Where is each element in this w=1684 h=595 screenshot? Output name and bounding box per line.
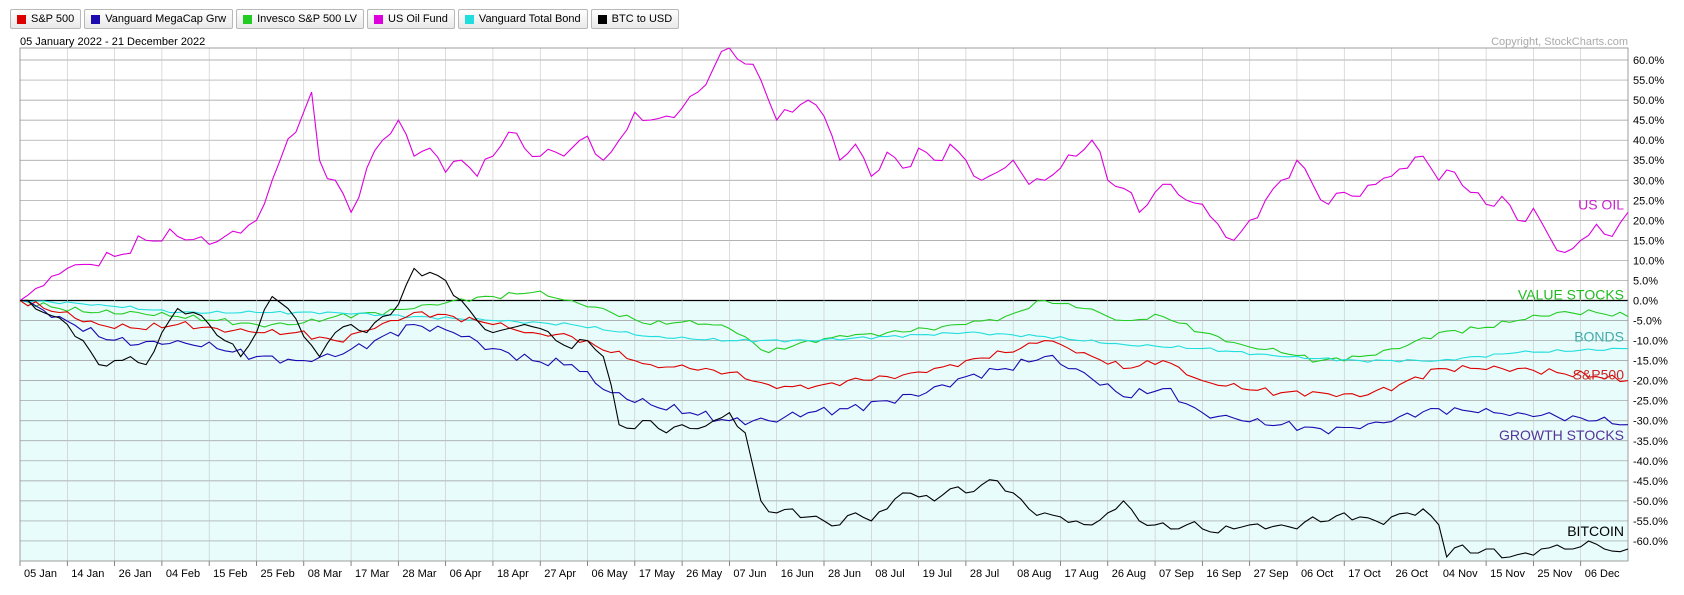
x-tick-label: 25 Nov	[1537, 568, 1572, 580]
x-tick-label: 17 Oct	[1348, 568, 1380, 580]
x-tick-label: 06 Apr	[450, 568, 482, 580]
series-line	[19, 300, 1629, 398]
x-tick-label: 26 Jan	[119, 568, 152, 580]
series-annotation: BONDS	[1574, 329, 1624, 345]
y-tick-label: -15.0%	[1633, 356, 1668, 368]
x-tick-label: 07 Jun	[733, 568, 766, 580]
y-tick-label: 50.0%	[1633, 95, 1664, 107]
x-tick-label: 04 Feb	[166, 568, 200, 580]
y-tick-label: 60.0%	[1633, 55, 1664, 67]
legend-label: BTC to USD	[611, 13, 673, 25]
x-tick-label: 06 May	[592, 568, 629, 580]
y-tick-label: -45.0%	[1633, 476, 1668, 488]
series-line	[19, 47, 1629, 301]
y-tick-label: 0.0%	[1633, 295, 1658, 307]
x-tick-label: 26 Oct	[1396, 568, 1428, 580]
legend-swatch	[17, 14, 26, 24]
legend-swatch	[597, 14, 607, 24]
x-tick-label: 04 Nov	[1443, 568, 1478, 580]
x-tick-label: 26 Aug	[1112, 568, 1146, 580]
x-tick-label: 15 Nov	[1490, 568, 1525, 580]
x-tick-label: 25 Feb	[260, 568, 294, 580]
y-tick-label: 25.0%	[1633, 195, 1664, 207]
legend-label: S&P 500	[31, 13, 75, 25]
x-tick-label: 28 Jun	[828, 568, 861, 580]
x-tick-label: 19 Jul	[923, 568, 952, 580]
series-line	[19, 299, 1629, 435]
y-tick-label: -50.0%	[1633, 496, 1668, 508]
series-line	[19, 299, 1628, 363]
legend-item[interactable]: US Oil Fund	[367, 9, 455, 29]
legend-label: Vanguard Total Bond	[478, 13, 581, 25]
legend-item[interactable]: Vanguard MegaCap Grw	[84, 9, 234, 29]
y-tick-label: -25.0%	[1633, 396, 1668, 408]
x-tick-label: 26 May	[686, 568, 723, 580]
x-tick-label: 05 Jan	[24, 568, 57, 580]
series-line	[19, 290, 1629, 363]
y-tick-label: -10.0%	[1633, 336, 1668, 348]
plot-border	[19, 47, 1629, 562]
y-tick-label: 55.0%	[1633, 75, 1664, 87]
series-annotation: BITCOIN	[1567, 523, 1624, 539]
legend: S&P 500 Vanguard MegaCap Grw Invesco S&P 5…	[10, 9, 680, 31]
series-annotation: S&P500	[1573, 367, 1625, 383]
y-tick-label: -55.0%	[1633, 516, 1668, 528]
x-tick-label: 17 May	[639, 568, 676, 580]
y-tick-label: -60.0%	[1633, 536, 1668, 548]
y-tick-label: 5.0%	[1633, 275, 1658, 287]
y-tick-label: 20.0%	[1633, 215, 1664, 227]
x-tick-label: 16 Sep	[1206, 568, 1241, 580]
legend-swatch	[91, 14, 101, 24]
x-tick-label: 08 Jul	[875, 568, 904, 580]
y-tick-label: 10.0%	[1633, 255, 1664, 267]
series-annotation: VALUE STOCKS	[1518, 286, 1624, 302]
y-tick-label: 15.0%	[1633, 235, 1664, 247]
x-tick-label: 17 Aug	[1064, 568, 1098, 580]
x-tick-label: 27 Apr	[544, 568, 576, 580]
x-tick-label: 08 Mar	[308, 568, 343, 580]
y-tick-label: 30.0%	[1633, 175, 1664, 187]
legend-label: US Oil Fund	[388, 13, 448, 25]
y-tick-label: -35.0%	[1633, 436, 1668, 448]
x-tick-label: 27 Sep	[1254, 568, 1289, 580]
series-line	[19, 267, 1629, 559]
legend-label: Invesco S&P 500 LV	[257, 13, 357, 25]
x-tick-label: 15 Feb	[213, 568, 247, 580]
date-range-label: 05 January 2022 - 21 December 2022	[20, 36, 205, 48]
copyright-label: Copyright, StockCharts.com	[1491, 36, 1628, 48]
legend-label: Vanguard MegaCap Grw	[105, 13, 227, 25]
y-tick-label: -20.0%	[1633, 376, 1668, 388]
legend-item[interactable]: Invesco S&P 500 LV	[236, 9, 364, 29]
y-tick-label: -5.0%	[1633, 316, 1662, 328]
legend-item[interactable]: BTC to USD	[590, 9, 680, 29]
legend-item[interactable]: Vanguard Total Bond	[457, 9, 588, 29]
x-tick-label: 18 Apr	[497, 568, 529, 580]
x-tick-label: 06 Oct	[1301, 568, 1333, 580]
y-tick-label: 35.0%	[1633, 155, 1664, 167]
series-annotation: GROWTH STOCKS	[1499, 427, 1624, 443]
legend-swatch	[243, 14, 253, 24]
y-tick-label: -30.0%	[1633, 416, 1668, 428]
x-tick-label: 16 Jun	[781, 568, 814, 580]
y-tick-label: 40.0%	[1633, 135, 1664, 147]
series-annotation: US OIL	[1578, 196, 1624, 212]
x-tick-label: 06 Dec	[1585, 568, 1620, 580]
x-tick-label: 28 Mar	[402, 568, 437, 580]
x-tick-label: 28 Jul	[970, 568, 999, 580]
x-tick-label: 14 Jan	[71, 568, 104, 580]
x-tick-label: 08 Aug	[1017, 568, 1051, 580]
legend-swatch	[374, 14, 383, 24]
y-tick-label: 45.0%	[1633, 115, 1664, 127]
legend-item[interactable]: S&P 500	[10, 9, 82, 29]
x-tick-label: 17 Mar	[355, 568, 390, 580]
y-tick-label: -40.0%	[1633, 456, 1668, 468]
legend-swatch	[464, 14, 474, 24]
x-tick-label: 07 Sep	[1159, 568, 1194, 580]
